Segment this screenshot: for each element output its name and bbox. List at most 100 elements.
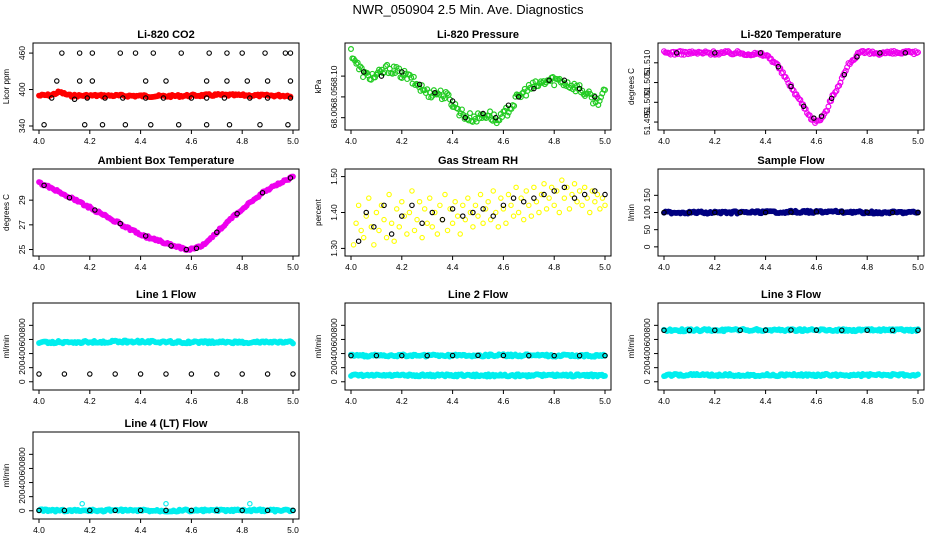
data-point [783, 76, 790, 83]
figure-title: NWR_050904 2.5 Min. Ave. Diagnostics [352, 2, 584, 17]
data-point [183, 246, 190, 253]
data-point [515, 94, 522, 100]
data-point [543, 206, 550, 212]
data-point [510, 213, 517, 219]
data-point [224, 50, 230, 56]
data-point [396, 224, 403, 230]
data-point [287, 95, 294, 101]
series-blue [661, 207, 921, 217]
data-point [460, 202, 466, 209]
x-tick-label: 4.2 [709, 136, 721, 146]
chart-title: Li-820 Temperature [741, 29, 842, 41]
data-point [548, 184, 555, 191]
data-point [520, 198, 527, 205]
series-black [673, 50, 909, 121]
data-point [505, 191, 512, 198]
x-tick-label: 4.4 [447, 262, 459, 272]
data-point [409, 188, 415, 194]
data-point [661, 327, 667, 334]
data-point [828, 95, 835, 102]
x-tick-label: 4.4 [760, 396, 772, 406]
x-tick-label: 4.4 [135, 136, 147, 146]
data-point [571, 195, 578, 201]
data-point [493, 209, 499, 216]
x-tick-label: 4.0 [33, 525, 45, 535]
data-point [520, 216, 527, 223]
data-point [247, 500, 253, 507]
y-tick-label: 600 [17, 461, 27, 475]
y-tick-label: 27 [17, 220, 27, 230]
chart-panel-9: Line 3 Flow ml/min 4.0 4.2 4.4 4.6 4.8 5.0 0 2004… [627, 289, 925, 406]
data-point [712, 50, 718, 56]
series-cyan-spikes [79, 500, 253, 507]
data-point [487, 108, 494, 115]
data-point [120, 95, 126, 101]
data-point [712, 209, 718, 216]
data-point [366, 195, 372, 201]
data-point [482, 206, 489, 212]
x-tick-label: 4.0 [345, 396, 357, 406]
x-tick-label: 4.0 [658, 262, 670, 272]
data-point [915, 209, 921, 216]
data-point [556, 209, 563, 216]
data-point [449, 220, 456, 227]
data-point [54, 78, 60, 84]
series-yellow [350, 177, 608, 248]
data-point [561, 195, 568, 201]
data-point [132, 50, 139, 56]
data-point [839, 327, 845, 334]
plot-frame [657, 302, 925, 391]
data-point [444, 90, 451, 97]
data-point [602, 352, 608, 359]
y-tick-label: 340 [17, 119, 27, 133]
data-point [551, 82, 558, 89]
x-tick-label: 4.2 [84, 396, 96, 406]
data-point [902, 50, 909, 56]
chart-title: Sample Flow [757, 155, 825, 167]
data-point [59, 50, 65, 56]
data-point [811, 115, 817, 121]
chart-title: Ambient Box Temperature [98, 155, 235, 167]
data-point [472, 202, 479, 209]
data-point [487, 216, 494, 223]
data-point [889, 327, 896, 334]
data-point [434, 231, 441, 237]
plot-frame [657, 42, 925, 131]
y-tick-label: 400 [17, 475, 27, 489]
data-point [915, 326, 921, 333]
series-cyan-low [661, 370, 921, 380]
plot-frame [344, 302, 612, 391]
data-point [363, 213, 369, 219]
plot-frame [344, 168, 612, 257]
data-point [508, 202, 514, 209]
data-point [775, 64, 782, 70]
data-point [416, 81, 423, 88]
x-tick-label: 4.6 [185, 262, 197, 272]
data-point [470, 209, 476, 216]
y-tick-label: 68.00 [329, 107, 339, 129]
data-point [399, 198, 405, 205]
data-point [576, 82, 583, 89]
y-tick-label: 400 [642, 346, 652, 360]
data-point [36, 371, 42, 377]
plot-frame [32, 302, 300, 391]
data-point [466, 110, 473, 117]
data-point [576, 85, 583, 92]
data-point [188, 371, 195, 377]
data-point [378, 73, 385, 79]
y-tick-label: 800 [329, 318, 339, 332]
data-point [432, 209, 438, 216]
data-point [87, 507, 93, 514]
data-point [480, 206, 486, 212]
x-tick-label: 4.0 [345, 136, 357, 146]
x-tick-label: 4.0 [345, 262, 357, 272]
chart-title: Line 2 Flow [448, 289, 508, 301]
data-point [438, 96, 445, 103]
x-tick-label: 4.6 [810, 262, 822, 272]
data-point [193, 245, 200, 252]
plot-frame [32, 168, 300, 257]
data-point [214, 229, 220, 236]
series-cyan-low [348, 371, 608, 380]
data-point [290, 173, 296, 180]
data-point [282, 50, 289, 56]
